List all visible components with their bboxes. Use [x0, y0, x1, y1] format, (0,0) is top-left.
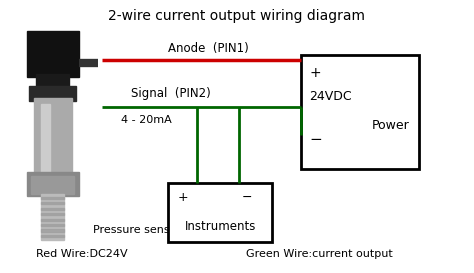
Text: −: − — [310, 132, 322, 147]
Text: 4 - 20mA: 4 - 20mA — [121, 115, 172, 125]
Bar — [27, 172, 79, 196]
Text: Signal  (PIN2): Signal (PIN2) — [131, 87, 210, 100]
Bar — [41, 202, 64, 204]
Bar — [41, 218, 64, 221]
Bar — [41, 213, 64, 215]
Bar — [41, 208, 64, 210]
Text: Instruments: Instruments — [185, 220, 256, 233]
Bar — [27, 31, 79, 77]
Bar — [301, 55, 419, 169]
Bar — [41, 224, 64, 226]
Text: 24VDC: 24VDC — [310, 90, 352, 103]
Text: Power: Power — [372, 119, 410, 132]
Text: Pressure sensor: Pressure sensor — [93, 225, 181, 235]
Bar — [29, 86, 76, 101]
Bar — [41, 229, 64, 232]
Text: 2-wire current output wiring diagram: 2-wire current output wiring diagram — [109, 9, 365, 23]
Text: −: − — [242, 191, 252, 204]
Text: +: + — [310, 66, 321, 80]
Text: Anode  (PIN1): Anode (PIN1) — [168, 42, 249, 55]
Bar — [31, 176, 74, 194]
Bar — [168, 183, 273, 242]
Bar — [36, 74, 69, 90]
Text: Green Wire:current output: Green Wire:current output — [246, 249, 393, 259]
Text: +: + — [178, 191, 189, 204]
Text: Red Wire:DC24V: Red Wire:DC24V — [36, 249, 128, 259]
Bar — [41, 235, 64, 237]
Bar — [41, 194, 64, 240]
Bar — [41, 104, 50, 172]
Bar — [41, 197, 64, 199]
Bar — [34, 99, 72, 174]
